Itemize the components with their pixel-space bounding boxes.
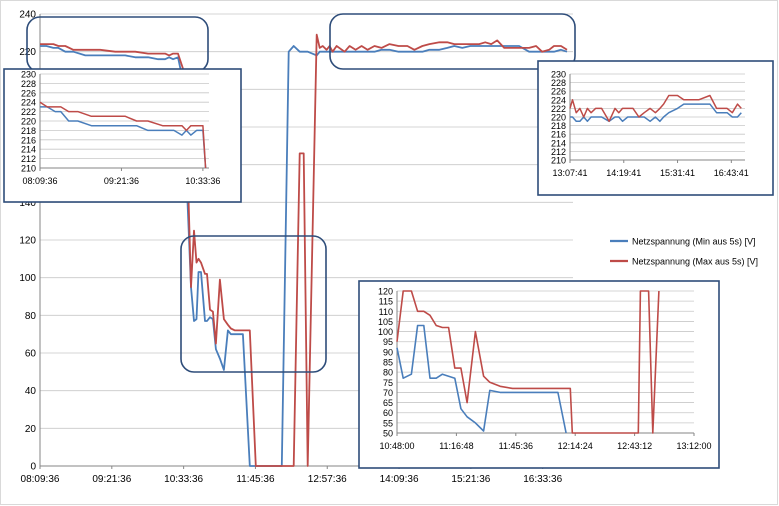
series-line-min: [40, 45, 568, 467]
y-tick-label: 220: [21, 117, 36, 127]
legend-label: Netzspannung (Max aus 5s) [V]: [632, 257, 758, 267]
x-tick-label: 12:57:36: [308, 474, 347, 485]
x-tick-label: 10:48:00: [379, 441, 414, 451]
y-tick-label: 120: [19, 236, 36, 247]
x-tick-label: 10:33:36: [185, 176, 220, 186]
highlight-frame: [329, 13, 576, 70]
x-tick-label: 12:14:24: [558, 441, 593, 451]
x-tick-label: 11:16:48: [439, 441, 473, 451]
y-tick-label: 224: [21, 98, 36, 108]
y-tick-label: 212: [551, 147, 566, 157]
y-tick-label: 226: [21, 88, 36, 98]
y-tick-label: 100: [378, 327, 393, 337]
y-tick-label: 216: [21, 135, 36, 145]
x-tick-label: 16:43:41: [714, 168, 749, 178]
x-tick-label: 09:21:36: [104, 176, 139, 186]
y-tick-label: 210: [21, 164, 36, 174]
y-tick-label: 40: [25, 386, 37, 397]
y-tick-label: 140: [19, 198, 36, 209]
y-tick-label: 222: [21, 107, 36, 117]
y-tick-label: 210: [551, 156, 566, 166]
y-tick-label: 212: [21, 154, 36, 164]
x-tick-label: 11:45:36: [236, 474, 275, 485]
y-tick-label: 220: [551, 113, 566, 123]
x-tick-label: 12:43:12: [617, 441, 652, 451]
y-tick-label: 0: [30, 462, 36, 473]
legend-label: Netzspannung (Min aus 5s) [V]: [632, 237, 756, 247]
y-tick-label: 218: [21, 126, 36, 136]
series-line-min: [396, 324, 567, 434]
x-tick-label: 10:33:36: [164, 474, 203, 485]
y-tick-label: 240: [19, 10, 36, 21]
x-tick-label: 11:45:36: [499, 441, 533, 451]
x-tick-label: 16:33:36: [523, 474, 562, 485]
x-tick-label: 08:09:36: [21, 474, 60, 485]
y-tick-label: 216: [551, 130, 566, 140]
y-tick-label: 120: [378, 287, 393, 297]
inset-frame: [537, 60, 774, 196]
y-tick-label: 85: [383, 358, 393, 368]
y-tick-label: 214: [21, 145, 36, 155]
y-tick-label: 226: [551, 87, 566, 97]
y-tick-label: 100: [19, 273, 36, 284]
y-tick-label: 55: [383, 418, 393, 428]
y-tick-label: 60: [383, 408, 393, 418]
y-tick-label: 222: [551, 104, 566, 114]
legend: Netzspannung (Min aus 5s) [V] Netzspannun…: [610, 237, 758, 267]
x-tick-label: 13:07:41: [552, 168, 587, 178]
series-line-max: [40, 33, 568, 467]
x-tick-label: 14:19:41: [606, 168, 641, 178]
y-tick-label: 230: [551, 70, 566, 80]
x-tick-label: 15:31:41: [660, 168, 695, 178]
main-chart: 02040608010012014016018020022024008:09:3…: [19, 10, 573, 485]
y-tick-label: 214: [551, 138, 566, 148]
x-tick-label: 08:09:36: [22, 176, 57, 186]
y-tick-label: 70: [383, 388, 393, 398]
y-tick-label: 80: [25, 311, 37, 322]
series-line-max: [396, 290, 660, 434]
x-tick-label: 13:12:00: [676, 441, 711, 451]
y-tick-label: 80: [383, 368, 393, 378]
y-tick-label: 105: [378, 317, 393, 327]
y-tick-label: 50: [383, 429, 393, 439]
y-tick-label: 228: [21, 79, 36, 89]
inset-frame: [358, 280, 720, 469]
inset-frame: [3, 68, 242, 203]
y-tick-label: 115: [379, 297, 393, 307]
y-tick-label: 220: [19, 47, 36, 58]
y-tick-label: 65: [383, 398, 393, 408]
x-tick-label: 09:21:36: [92, 474, 131, 485]
y-tick-label: 60: [25, 349, 37, 360]
y-tick-label: 75: [383, 378, 393, 388]
y-tick-label: 95: [383, 337, 393, 347]
y-tick-label: 218: [551, 121, 566, 131]
y-tick-label: 228: [551, 78, 566, 88]
y-tick-label: 230: [21, 70, 36, 80]
x-tick-label: 15:21:36: [451, 474, 490, 485]
highlight-frame: [180, 235, 327, 373]
y-tick-label: 20: [25, 424, 37, 435]
y-tick-label: 90: [383, 347, 393, 357]
x-tick-label: 14:09:36: [380, 474, 419, 485]
y-tick-label: 110: [379, 307, 393, 317]
y-tick-label: 224: [551, 95, 566, 105]
